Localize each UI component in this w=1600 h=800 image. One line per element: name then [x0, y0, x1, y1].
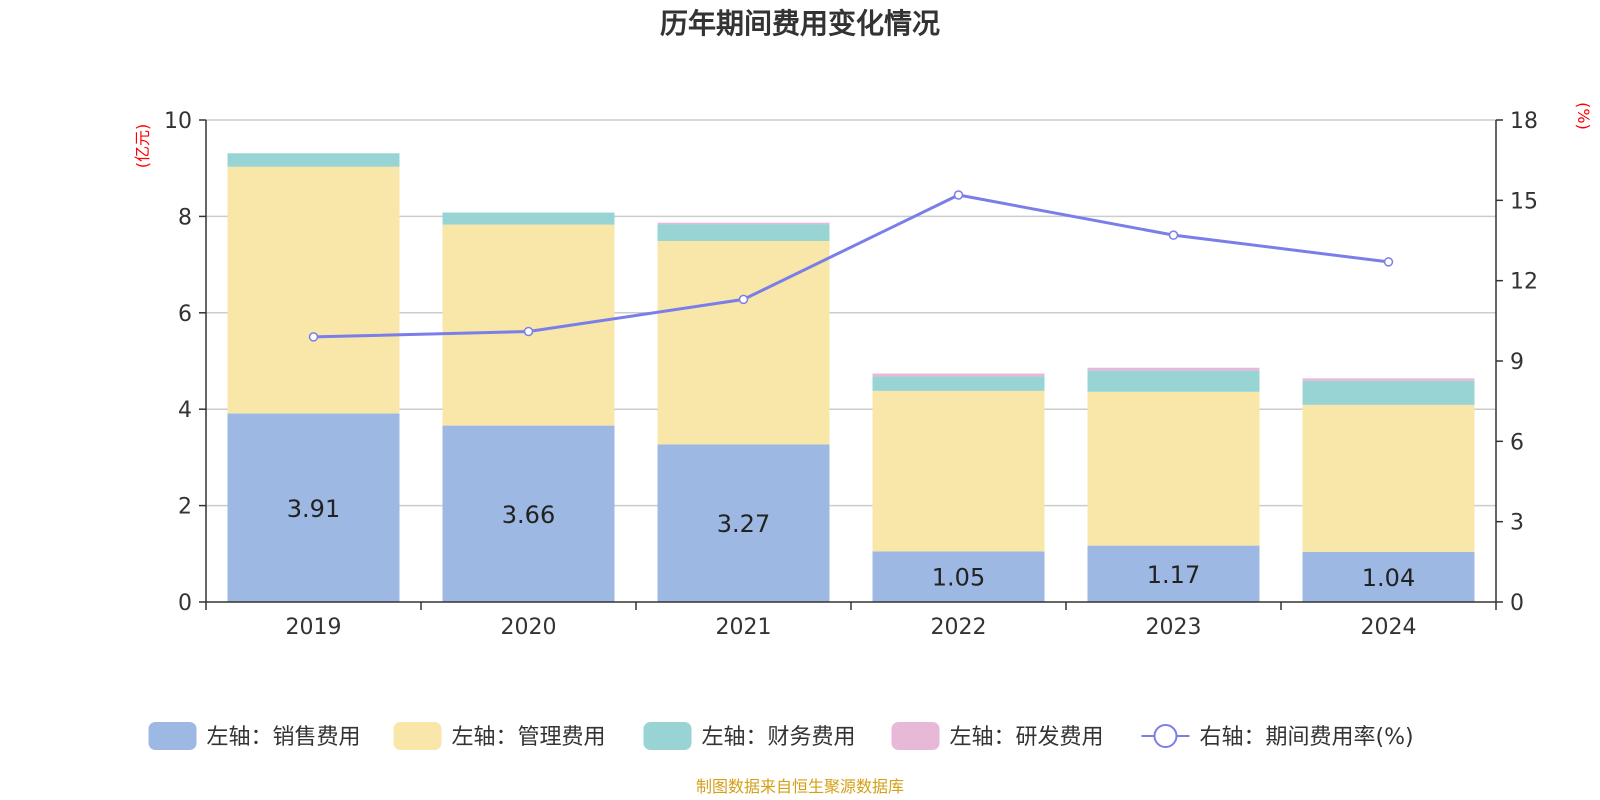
- bar-series: [227, 153, 1475, 602]
- bar-segment: [657, 444, 830, 602]
- source-note: 制图数据来自恒生聚源数据库: [696, 777, 904, 796]
- rate-point: [523, 326, 534, 337]
- left-axis-unit: (亿元): [133, 124, 152, 169]
- bar-segment: [1302, 551, 1475, 602]
- bar-segment: [1087, 391, 1260, 546]
- rate-point: [953, 190, 964, 200]
- x-tick-label: 2022: [931, 615, 987, 640]
- right-tick-label: 3: [1510, 511, 1524, 536]
- left-tick-label: 8: [178, 205, 192, 230]
- left-tick-label: 10: [164, 109, 192, 134]
- left-tick-label: 6: [178, 302, 192, 327]
- x-tick-label: 2023: [1146, 615, 1202, 640]
- legend-swatch[interactable]: [393, 722, 442, 750]
- data-label: 3.91: [287, 495, 340, 523]
- bar-segment: [1087, 370, 1260, 392]
- chart-title: 历年期间费用变化情况: [660, 7, 940, 40]
- legend-swatch[interactable]: [643, 722, 692, 750]
- legend-swatch[interactable]: [148, 722, 197, 750]
- rate-line: [313, 193, 1389, 339]
- rate-point: [1383, 257, 1394, 267]
- right-tick-label: 18: [1510, 109, 1538, 134]
- data-label: 1.04: [1362, 564, 1415, 592]
- right-tick-label: 0: [1510, 591, 1524, 616]
- right-tick-label: 9: [1510, 350, 1524, 375]
- data-label: 3.27: [717, 510, 770, 538]
- bar-segment: [872, 551, 1045, 602]
- legend[interactable]: 左轴：销售费用 左轴：管理费用 左轴：财务费用 左轴：研发费用 右轴：期间费用率(%): [148, 722, 1414, 750]
- left-tick-label: 4: [178, 398, 192, 423]
- x-tick-label: 2024: [1361, 615, 1417, 640]
- bar-segment: [442, 212, 615, 225]
- bar-segment: [657, 224, 830, 241]
- x-tick-label: 2020: [501, 615, 557, 640]
- bar-segment: [227, 166, 400, 414]
- bar-segment: [1302, 380, 1475, 405]
- right-tick-label: 12: [1510, 270, 1538, 295]
- x-tick-label: 2019: [286, 615, 342, 640]
- legend-marker[interactable]: [1153, 724, 1178, 748]
- data-label: 1.17: [1147, 561, 1200, 589]
- right-tick-label: 15: [1510, 189, 1538, 214]
- legend-label[interactable]: 左轴：研发费用: [950, 725, 1104, 750]
- data-labels: 3.91 3.66 3.27 1.05 1.17 1.04: [287, 495, 1415, 592]
- rate-point: [738, 294, 749, 305]
- axes: 0 2 4 6 8 10 0 3 6 9 12 15 18 2019 2020 2021 2022 2023 202…: [164, 109, 1538, 640]
- bar-segment: [442, 425, 615, 602]
- right-axis-unit: (%): [1574, 102, 1593, 130]
- left-tick-label: 2: [178, 495, 192, 520]
- bar-segment: [872, 373, 1045, 377]
- legend-label[interactable]: 左轴：管理费用: [452, 725, 606, 750]
- right-tick-label: 6: [1510, 430, 1524, 455]
- bar-segment: [1302, 378, 1475, 381]
- rate-point: [1168, 230, 1179, 240]
- data-label: 1.05: [932, 564, 985, 592]
- data-label: 3.66: [502, 501, 555, 529]
- legend-label[interactable]: 右轴：期间费用率(%): [1200, 725, 1414, 750]
- legend-swatch[interactable]: [891, 722, 940, 750]
- rate-point: [308, 332, 319, 342]
- bar-segment: [657, 222, 830, 225]
- grid-lines: [206, 119, 1496, 507]
- x-tick-label: 2021: [716, 615, 772, 640]
- bar-segment: [1087, 545, 1260, 602]
- bar-segment: [1087, 367, 1260, 371]
- bar-segment: [872, 390, 1045, 552]
- line-series: [308, 190, 1394, 342]
- bar-segment: [227, 153, 400, 167]
- bar-segment: [1302, 404, 1475, 552]
- legend-label[interactable]: 左轴：销售费用: [207, 725, 361, 750]
- legend-label[interactable]: 左轴：财务费用: [702, 725, 856, 750]
- bar-segment: [442, 224, 615, 426]
- bar-segment: [227, 413, 400, 602]
- bar-segment: [872, 376, 1045, 391]
- bar-segment: [657, 240, 830, 445]
- left-tick-label: 0: [178, 591, 192, 616]
